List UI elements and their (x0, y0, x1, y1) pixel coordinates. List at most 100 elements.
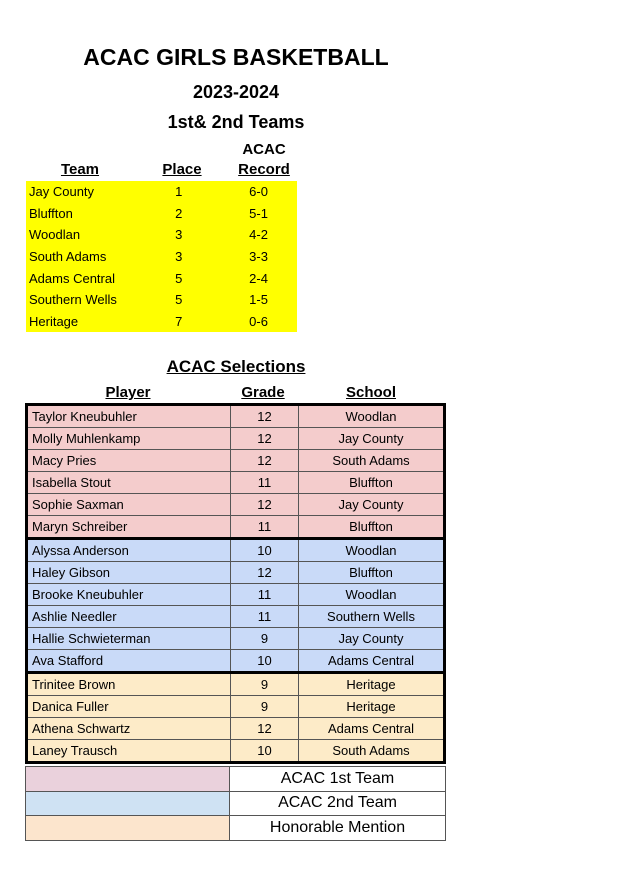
school-cell: Jay County (298, 627, 446, 650)
player-cell: Athena Schwartz (25, 717, 231, 740)
grade-cell: 12 (230, 493, 299, 516)
selection-row: Brooke Kneubuhler 11 Woodlan (25, 583, 446, 606)
standings-row: South Adams 3 3-3 (26, 246, 297, 268)
player-cell: Hallie Schwieterman (25, 627, 231, 650)
player-cell: Ashlie Needler (25, 605, 231, 628)
team-header: Team (60, 161, 100, 178)
grade-cell: 11 (230, 583, 299, 606)
selection-row: Taylor Kneubuhler 12 Woodlan (25, 403, 446, 428)
place-header: Place (162, 161, 202, 178)
player-cell: Alyssa Anderson (25, 537, 231, 562)
player-header: Player (105, 384, 151, 401)
grade-cell: 9 (230, 695, 299, 718)
school-cell: Woodlan (298, 537, 446, 562)
player-cell: Macy Pries (25, 449, 231, 472)
standings-team: Adams Central (29, 270, 115, 286)
legend-swatch (25, 815, 230, 841)
grade-cell: 12 (230, 403, 299, 428)
school-cell: Heritage (298, 671, 446, 696)
standings-record: 6-0 (249, 184, 268, 200)
selection-row: Danica Fuller 9 Heritage (25, 695, 446, 718)
standings-record: 1-5 (249, 292, 268, 308)
record-header-line1: ACAC (242, 141, 286, 158)
standings-record: 4-2 (249, 227, 268, 243)
school-cell: Bluffton (298, 471, 446, 494)
selection-row: Molly Muhlenkamp 12 Jay County (25, 427, 446, 450)
standings-row: Heritage 7 0-6 (26, 311, 297, 333)
grade-cell: 9 (230, 627, 299, 650)
standings-place: 5 (175, 270, 183, 286)
legend-row: ACAC 2nd Team (25, 790, 446, 816)
standings-place: 2 (175, 205, 183, 221)
school-cell: Woodlan (298, 583, 446, 606)
grade-cell: 10 (230, 537, 299, 562)
season: 2023-2024 (192, 82, 280, 102)
standings-table: Jay County 1 6-0 Bluffton 2 5-1 Woodlan 3 4-2 Sou… (26, 181, 297, 333)
grade-cell: 11 (230, 605, 299, 628)
school-cell: South Adams (298, 449, 446, 472)
player-cell: Brooke Kneubuhler (25, 583, 231, 606)
selection-row: Macy Pries 12 South Adams (25, 449, 446, 472)
grade-cell: 11 (230, 515, 299, 539)
player-cell: Sophie Saxman (25, 493, 231, 516)
grade-cell: 10 (230, 739, 299, 764)
player-cell: Haley Gibson (25, 561, 231, 584)
player-cell: Trinitee Brown (25, 671, 231, 696)
player-cell: Danica Fuller (25, 695, 231, 718)
standings-team: South Adams (29, 249, 107, 265)
grade-cell: 10 (230, 649, 299, 673)
school-cell: Woodlan (298, 403, 446, 428)
record-header-line2: Record (238, 161, 290, 178)
standings-row: Southern Wells 5 1-5 (26, 289, 297, 311)
school-cell: Bluffton (298, 561, 446, 584)
standings-team: Jay County (29, 184, 95, 200)
legend-label: ACAC 1st Team (229, 766, 446, 792)
standings-row: Bluffton 2 5-1 (26, 203, 297, 225)
subtitle: 1st& 2nd Teams (167, 112, 305, 132)
school-cell: Jay County (298, 493, 446, 516)
grade-cell: 11 (230, 471, 299, 494)
standings-place: 5 (175, 292, 183, 308)
school-cell: Adams Central (298, 649, 446, 673)
legend-row: Honorable Mention (25, 815, 446, 841)
school-cell: Heritage (298, 695, 446, 718)
selection-row: Ava Stafford 10 Adams Central (25, 649, 446, 673)
selection-row: Athena Schwartz 12 Adams Central (25, 717, 446, 740)
legend-swatch (25, 766, 230, 792)
player-cell: Laney Trausch (25, 739, 231, 764)
player-cell: Ava Stafford (25, 649, 231, 673)
standings-row: Woodlan 3 4-2 (26, 224, 297, 246)
standings-record: 2-4 (249, 270, 268, 286)
standings-place: 3 (175, 227, 183, 243)
standings-place: 1 (175, 184, 183, 200)
grade-cell: 12 (230, 717, 299, 740)
player-cell: Molly Muhlenkamp (25, 427, 231, 450)
standings-team: Woodlan (29, 227, 81, 243)
standings-team: Bluffton (29, 205, 73, 221)
standings-team: Southern Wells (29, 292, 117, 308)
standings-row: Adams Central 5 2-4 (26, 267, 297, 289)
legend: ACAC 1st Team ACAC 2nd Team Honorable Ment… (25, 766, 446, 841)
selection-row: Maryn Schreiber 11 Bluffton (25, 515, 446, 539)
school-cell: Jay County (298, 427, 446, 450)
player-cell: Isabella Stout (25, 471, 231, 494)
school-cell: Adams Central (298, 717, 446, 740)
player-cell: Maryn Schreiber (25, 515, 231, 539)
school-cell: South Adams (298, 739, 446, 764)
standings-place: 3 (175, 249, 183, 265)
standings-record: 5-1 (249, 205, 268, 221)
legend-label: Honorable Mention (229, 815, 446, 841)
standings-record: 3-3 (249, 249, 268, 265)
selection-row: Hallie Schwieterman 9 Jay County (25, 627, 446, 650)
document-title: ACAC GIRLS BASKETBALL (83, 44, 389, 70)
standings-record: 0-6 (249, 313, 268, 329)
legend-label: ACAC 2nd Team (229, 790, 446, 816)
selection-row: Isabella Stout 11 Bluffton (25, 471, 446, 494)
school-cell: Bluffton (298, 515, 446, 539)
legend-swatch (25, 790, 230, 816)
grade-cell: 12 (230, 561, 299, 584)
standings-row: Jay County 1 6-0 (26, 181, 297, 203)
grade-cell: 9 (230, 671, 299, 696)
selection-row: Sophie Saxman 12 Jay County (25, 493, 446, 516)
